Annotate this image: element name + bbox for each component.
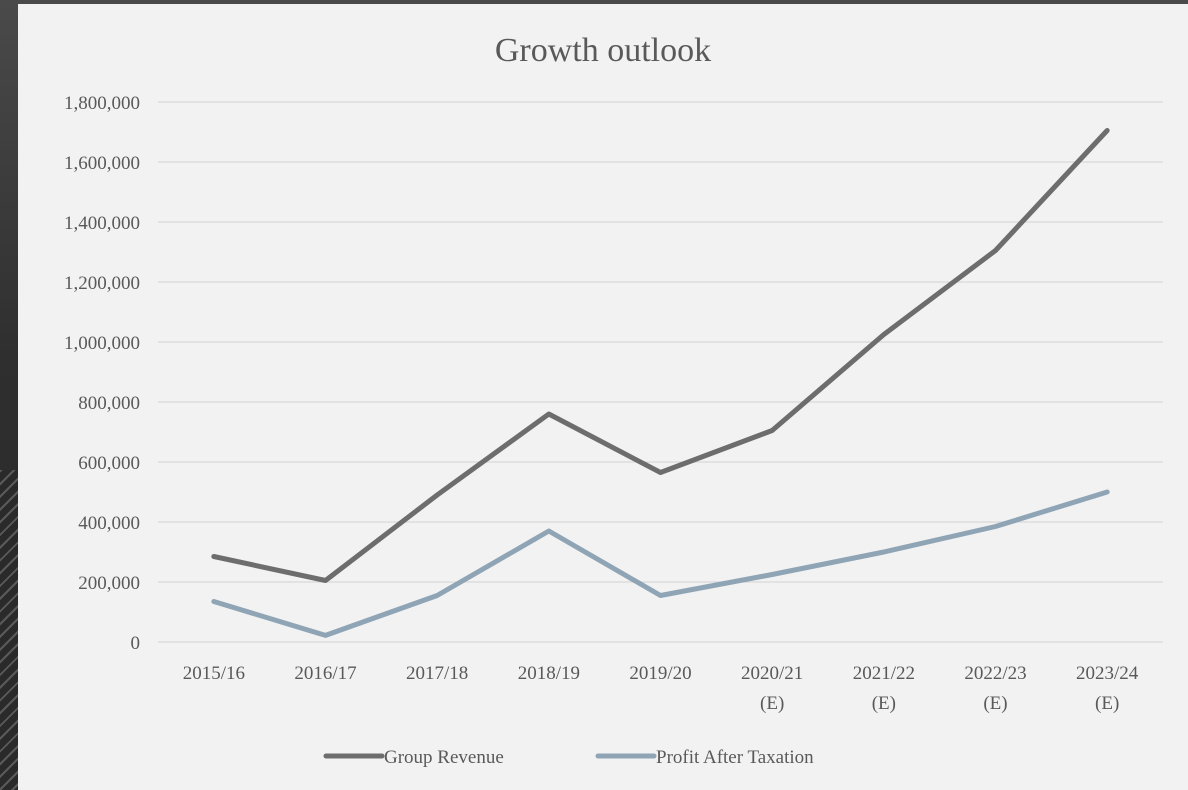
x-tick-label: 2022/23 (E) [964,663,1026,714]
y-axis: 0 200,000 400,000 600,000 800,000 1,000,000 1,… [64,93,140,654]
x-tick-label: 2018/19 [518,663,580,684]
series-line [211,128,1110,583]
x-axis: 2015/16 2016/17 2017/18 2018/19 2019/20 2020/… [183,663,1139,714]
y-tick-label: 1,600,000 [64,153,140,174]
gridlines [158,101,1163,643]
y-tick-label: 1,200,000 [64,273,140,294]
legend: Group Revenue Profit After Taxation [323,747,814,768]
background-pattern [0,470,20,790]
x-tick-label: 2021/22 (E) [853,663,915,714]
x-tick-label: 2023/24 (E) [1076,663,1139,714]
x-tick-label: 2017/18 [406,663,468,684]
x-tick-label: 2019/20 [629,663,691,684]
legend-label: Profit After Taxation [656,747,814,768]
chart-title: Growth outlook [495,32,711,69]
chart-panel: Growth outlook 0 200,000 400,000 600,000 800… [18,4,1188,790]
y-tick-label: 1,400,000 [64,213,140,234]
y-tick-label: 0 [131,633,141,654]
series-lines [211,128,1110,638]
y-tick-label: 1,800,000 [64,93,140,114]
legend-label: Group Revenue [384,747,504,768]
y-tick-label: 1,000,000 [64,333,140,354]
y-tick-label: 400,000 [78,513,140,534]
x-tick-label: 2020/21 (E) [741,663,803,714]
y-tick-label: 600,000 [78,453,140,474]
y-tick-label: 200,000 [78,573,140,594]
x-tick-label: 2015/16 [183,663,245,684]
x-tick-label: 2016/17 [294,663,356,684]
y-tick-label: 800,000 [78,393,140,414]
line-chart: Growth outlook 0 200,000 400,000 600,000 800… [64,32,1163,768]
